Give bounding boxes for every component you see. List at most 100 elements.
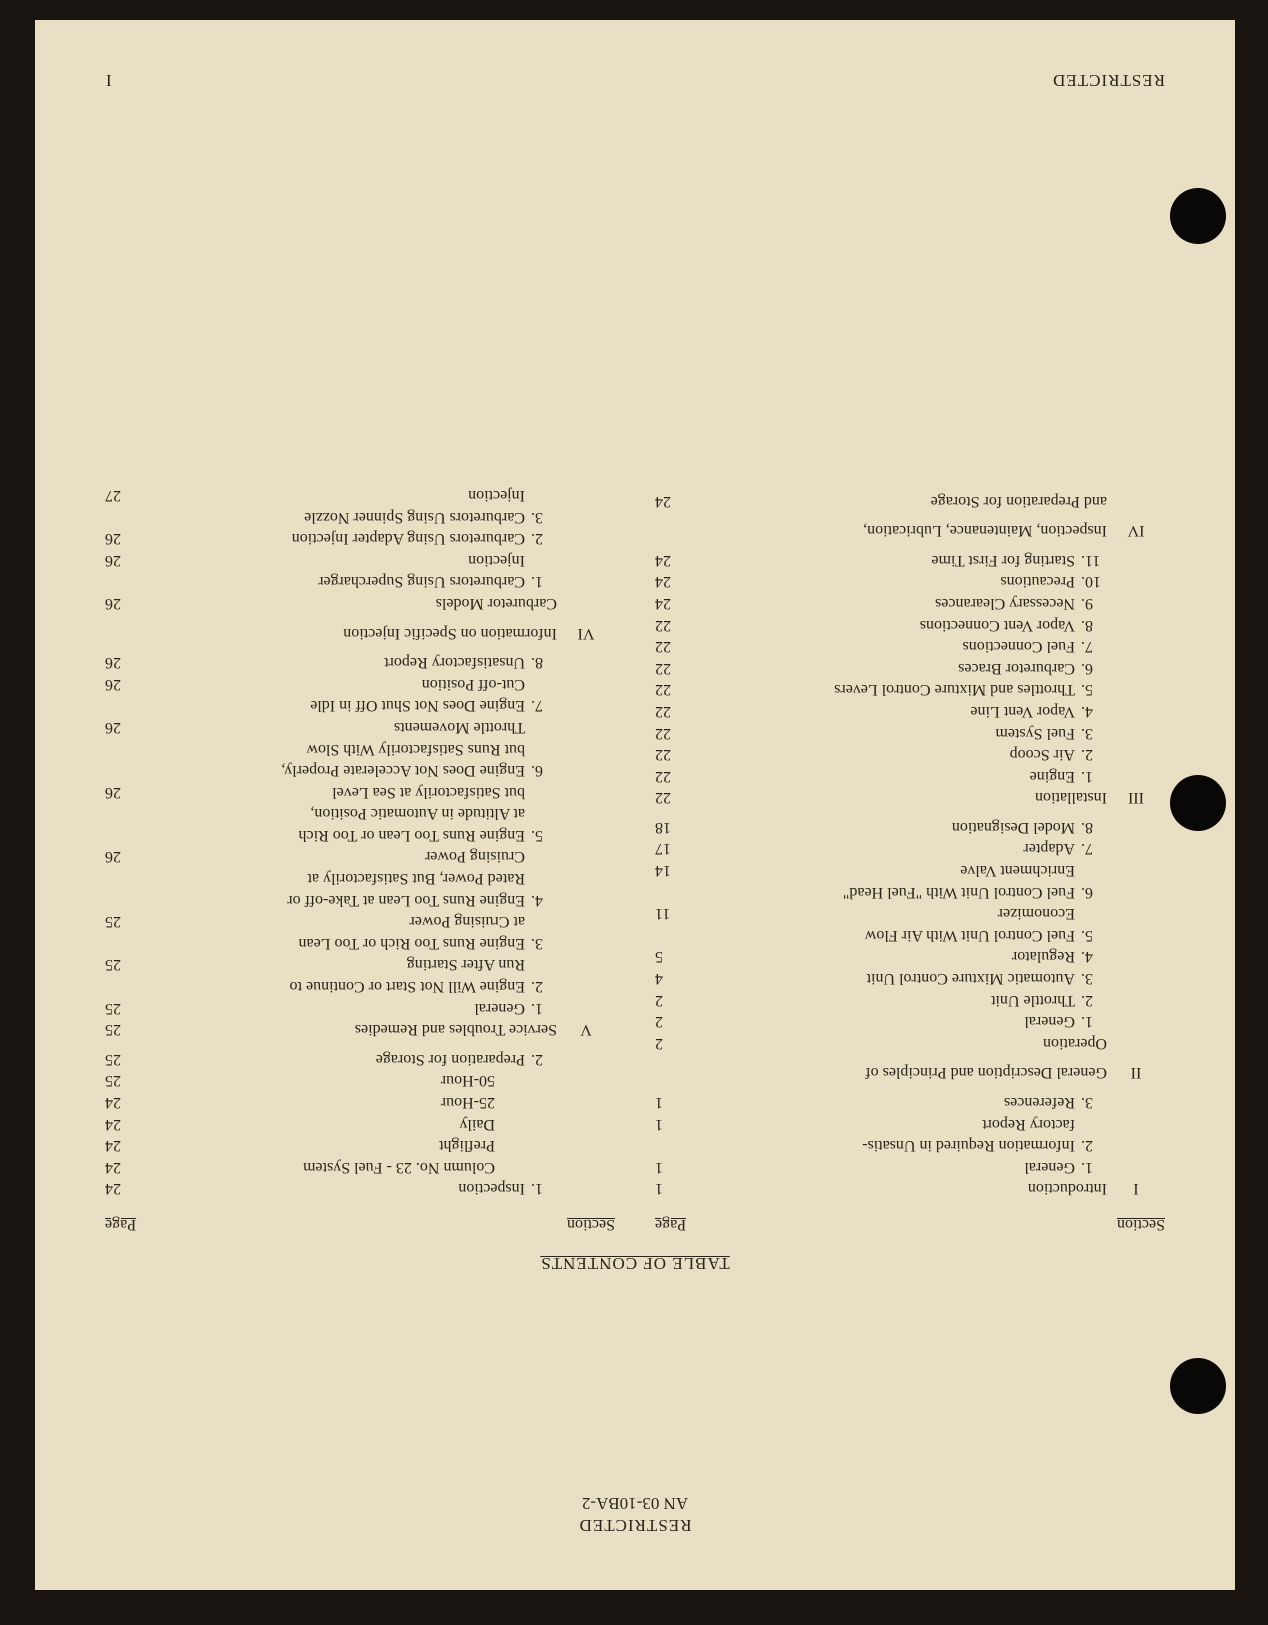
classification-footer: RESTRICTED	[1052, 70, 1165, 90]
item-number: 3.	[525, 506, 557, 528]
page-footer: RESTRICTED I	[105, 70, 1165, 90]
item-page: 14	[655, 860, 695, 882]
section-number: IV	[1107, 520, 1165, 542]
item-number: 5.	[525, 824, 557, 846]
toc-item-row: 2.Preparation for Storage25	[105, 1048, 615, 1070]
item-page	[105, 889, 145, 911]
item-page: 2	[655, 989, 695, 1011]
item-label-cont: at Cruising Power	[145, 911, 525, 933]
item-page: 2	[655, 1011, 695, 1033]
section-title-cont: Operation	[695, 1032, 1107, 1054]
toc-section-row: IIGeneral Description and Principles of	[655, 1062, 1165, 1084]
section-title: Inspection, Maintenance, Lubrication,	[695, 520, 1107, 542]
toc-item-row: 4.Regulator5	[655, 946, 1165, 968]
toc-item-continuation: but Runs Satisfactorily With Slow	[105, 738, 615, 760]
item-page: 1	[655, 1113, 695, 1135]
document-page: RESTRICTED AN 03-10BA-2 TABLE OF CONTENT…	[35, 20, 1235, 1590]
item-number: 3.	[1075, 967, 1107, 989]
toc-sub-row: Daily24	[105, 1113, 615, 1135]
item-label: Automatic Mixture Control Unit	[695, 967, 1075, 989]
toc-item-row: 2.Carburetors Using Adapter Injection26	[105, 528, 615, 550]
toc-item-row: 6.Engine Does Not Accelerate Properly,	[105, 760, 615, 782]
section-title-cont: Carburetor Models	[145, 592, 557, 614]
sub-page: 24	[105, 1156, 145, 1178]
toc-section-continuation: and Preparation for Storage24	[655, 490, 1165, 512]
toc-item-row: 3.Engine Runs Too Rich or Too Lean	[105, 932, 615, 954]
item-label: Engine Runs Too Rich or Too Lean	[145, 932, 525, 954]
toc-section-row: VService Troubles and Remedies25	[105, 1019, 615, 1041]
item-label: Unsatisfactory Report	[145, 652, 525, 674]
toc-item-row: 3.Carburetors Using Spinner Nozzle	[105, 506, 615, 528]
toc-item-row: 5.Engine Runs Too Lean or Too Rich	[105, 824, 615, 846]
item-page: 22	[655, 765, 695, 787]
toc-item-continuation: factory Report1	[655, 1113, 1165, 1135]
toc-item-row: 7.Engine Does Not Shut Off in Idle	[105, 695, 615, 717]
item-label: Necessary Clearances	[695, 592, 1075, 614]
item-page: 25	[105, 954, 145, 976]
item-number: 2.	[525, 975, 557, 997]
item-page	[105, 868, 145, 890]
item-number: 1.	[1075, 765, 1107, 787]
item-number: 8.	[525, 652, 557, 674]
item-page: 1	[655, 1156, 695, 1178]
item-label: Carburetors Using Adapter Injection	[145, 528, 525, 550]
toc-item-continuation: Cruising Power26	[105, 846, 615, 868]
item-label-cont: but Runs Satisfactorily With Slow	[145, 738, 525, 760]
item-label: General	[145, 997, 525, 1019]
binder-hole	[1170, 188, 1226, 244]
toc-item-row: 1.Inspection24	[105, 1178, 615, 1200]
item-page	[655, 924, 695, 946]
item-label: Precautions	[695, 571, 1075, 593]
item-number: 1.	[1075, 1156, 1107, 1178]
section-title-cont: and Preparation for Storage	[695, 490, 1107, 512]
toc-section-row: IVInspection, Maintenance, Lubrication,	[655, 520, 1165, 542]
page-header-label: Page	[655, 1213, 686, 1235]
section-number: VI	[557, 622, 615, 644]
item-page: 22	[655, 636, 695, 658]
section-title: Information on Specific Injection	[145, 622, 557, 644]
item-number: 2.	[1075, 1135, 1107, 1157]
document-id: AN 03-10BA-2	[105, 1493, 1165, 1513]
item-page: 11	[655, 903, 695, 925]
item-label: Engine Does Not Shut Off in Idle	[145, 695, 525, 717]
item-page: 22	[655, 722, 695, 744]
item-number: 3.	[1075, 722, 1107, 744]
toc-item-continuation: Injection27	[105, 484, 615, 506]
item-page: 24	[105, 1178, 145, 1200]
toc-sub-row: 25-Hour24	[105, 1091, 615, 1113]
toc-item-continuation: Rated Power, But Satisfactorily at	[105, 868, 615, 890]
sub-page: 24	[105, 1135, 145, 1157]
item-label: Engine Runs Too Lean or Too Rich	[145, 824, 525, 846]
item-label: Starting for First Time	[695, 549, 1075, 571]
toc-item-row: 1.General2	[655, 1011, 1165, 1033]
item-label: Engine Does Not Accelerate Properly,	[145, 760, 525, 782]
item-number: 11.	[1075, 549, 1107, 571]
item-label: Engine	[695, 765, 1075, 787]
toc-item-continuation: but Satisfactorily at Sea Level26	[105, 781, 615, 803]
toc-item-row: 11.Starting for First Time24	[655, 549, 1165, 571]
binder-hole	[1170, 775, 1226, 831]
toc-item-row: 5.Fuel Control Unit With Air Flow	[655, 924, 1165, 946]
item-page	[655, 1135, 695, 1157]
toc-title: TABLE OF CONTENTS	[105, 1253, 1165, 1273]
item-page: 26	[105, 549, 145, 571]
toc-item-row: 2.Information Required in Unsatis-	[655, 1135, 1165, 1157]
toc-item-continuation: Enrichment Valve14	[655, 860, 1165, 882]
item-number: 3.	[1075, 1091, 1107, 1113]
item-page	[105, 695, 145, 717]
sub-page: 25	[105, 1070, 145, 1092]
toc-item-row: 7.Fuel Connections22	[655, 636, 1165, 658]
item-number: 5.	[1075, 679, 1107, 701]
item-number: 1.	[1075, 1011, 1107, 1033]
item-label: Carburetors Using Spinner Nozzle	[145, 506, 525, 528]
item-page: 26	[105, 673, 145, 695]
item-label-cont: Cut-off Position	[145, 673, 525, 695]
section-page	[105, 622, 145, 644]
item-label: Inspection	[145, 1178, 525, 1200]
item-number: 4.	[525, 889, 557, 911]
toc-item-continuation: at Altitude in Automatic Position,	[105, 803, 615, 825]
item-label: General	[695, 1156, 1075, 1178]
column-header: Section Page	[105, 1213, 615, 1235]
item-label-cont: factory Report	[695, 1113, 1075, 1135]
item-label-cont: Rated Power, But Satisfactorily at	[145, 868, 525, 890]
